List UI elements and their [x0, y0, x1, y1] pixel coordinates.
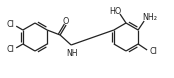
Text: Cl: Cl — [6, 45, 14, 54]
Text: O: O — [63, 17, 69, 26]
Text: Cl: Cl — [149, 48, 157, 56]
Text: Cl: Cl — [6, 20, 14, 29]
Text: NH: NH — [66, 49, 78, 58]
Text: NH₂: NH₂ — [143, 13, 158, 22]
Text: HO: HO — [109, 6, 121, 16]
